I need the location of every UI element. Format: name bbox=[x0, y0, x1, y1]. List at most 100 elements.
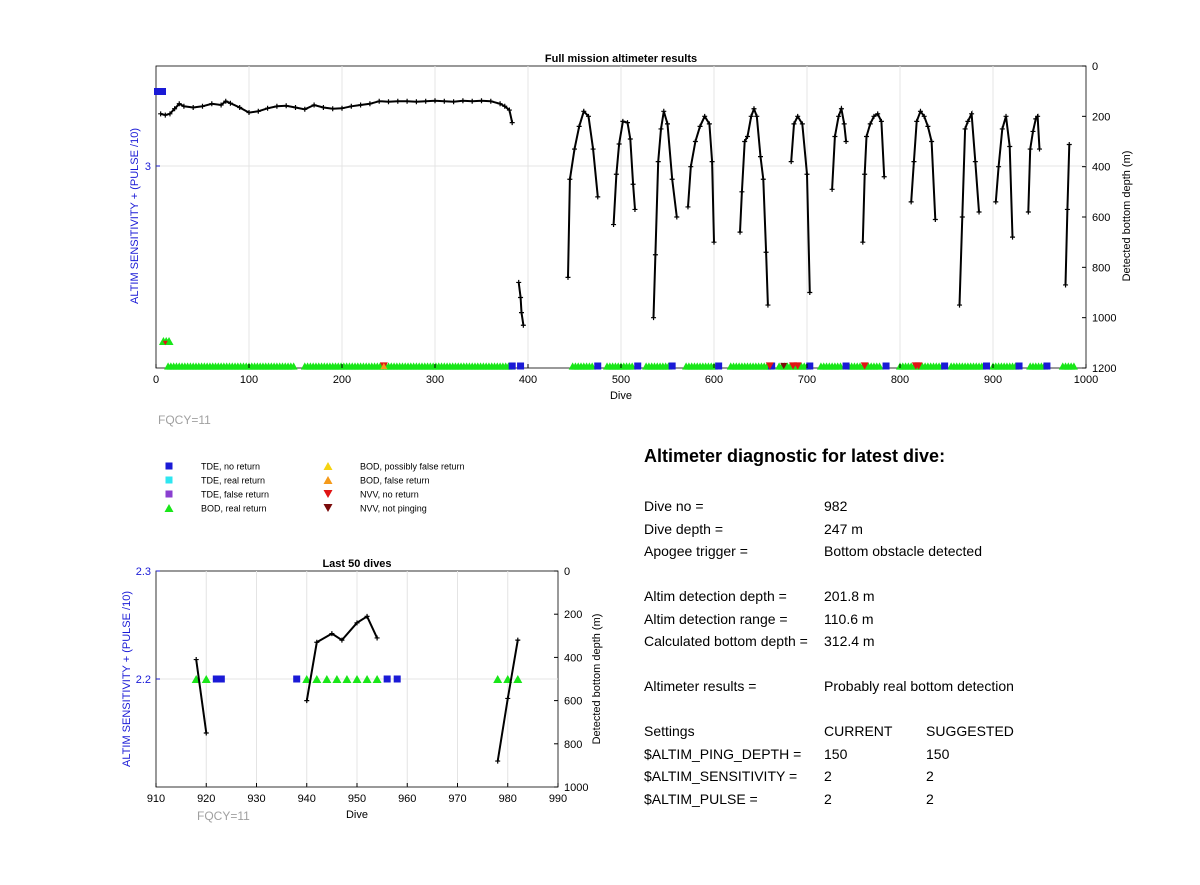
depth-point bbox=[265, 105, 271, 111]
depth-series-line bbox=[790, 114, 811, 293]
depth-point bbox=[364, 613, 370, 619]
depth-point bbox=[1010, 234, 1016, 240]
right-y-tick-label: 800 bbox=[1092, 262, 1110, 274]
depth-point bbox=[255, 108, 261, 114]
depth-series-line bbox=[910, 109, 937, 220]
legend-marker-triangle bbox=[323, 503, 333, 513]
depth-point bbox=[386, 99, 391, 105]
depth-point bbox=[929, 139, 935, 144]
depth-point bbox=[697, 123, 703, 129]
legend-label: TDE, false return bbox=[201, 490, 269, 500]
nvv-no-return-marker bbox=[162, 340, 168, 346]
depth-point bbox=[791, 121, 797, 127]
depth-point bbox=[329, 631, 335, 637]
right-y-tick-label: 200 bbox=[564, 609, 582, 621]
x-tick-label: 950 bbox=[348, 793, 366, 805]
depth-point bbox=[209, 101, 215, 107]
depth-point bbox=[1037, 146, 1042, 152]
setting-row: $ALTIM_PULSE = 2 2 bbox=[644, 788, 1184, 811]
depth-series-line bbox=[1027, 113, 1041, 213]
x-tick-label: 970 bbox=[448, 793, 466, 805]
tde-no-return-marker bbox=[594, 362, 602, 370]
setting-row: $ALTIM_SENSITIVITY = 2 2 bbox=[644, 765, 1184, 788]
tde-no-return-marker bbox=[715, 362, 723, 370]
depth-point bbox=[804, 171, 810, 177]
tde-no-return-marker bbox=[1015, 362, 1023, 370]
depth-point bbox=[518, 295, 524, 301]
tde-no-return-marker bbox=[508, 362, 516, 370]
depth-point bbox=[799, 121, 805, 127]
settings-header-name: Settings bbox=[644, 723, 695, 739]
depth-point bbox=[469, 98, 475, 104]
depth-point bbox=[227, 100, 233, 106]
bottom-chart: 910 920 930 940 950 960 970 980 990 2.2 2.3 0 200 40… bbox=[121, 558, 603, 823]
bottom-xticks: 910 920 930 940 950 960 970 980 990 bbox=[147, 783, 567, 805]
setting-row: $ALTIM_PING_DEPTH = 150 150 bbox=[644, 743, 1184, 766]
depth-point bbox=[829, 186, 835, 192]
depth-point bbox=[311, 102, 317, 108]
left-y-tick-label: 2.2 bbox=[136, 674, 151, 686]
depth-point bbox=[167, 111, 173, 117]
settings-header-suggested: SUGGESTED bbox=[926, 723, 1014, 739]
dive-depth-row: Dive depth = 247 m bbox=[644, 518, 1184, 541]
depth-point bbox=[283, 103, 289, 109]
x-tick-label: 0 bbox=[153, 374, 159, 386]
depth-point bbox=[572, 146, 577, 152]
depth-point bbox=[742, 139, 748, 144]
depth-point bbox=[925, 123, 931, 129]
right-y-tick-label: 200 bbox=[1092, 111, 1110, 123]
legend-marker-triangle bbox=[323, 489, 333, 499]
depth-point bbox=[969, 111, 975, 117]
bod-real-return-marker bbox=[302, 674, 312, 684]
depth-point bbox=[181, 103, 187, 109]
right-y-tick-label: 1000 bbox=[1092, 313, 1116, 325]
legend-label: TDE, no return bbox=[201, 462, 260, 472]
depth-point bbox=[354, 620, 360, 626]
diagnostic-title: Altimeter diagnostic for latest dive: bbox=[644, 446, 946, 466]
depth-point bbox=[358, 102, 364, 108]
x-tick-label: 900 bbox=[984, 374, 1002, 386]
depth-point bbox=[841, 121, 847, 127]
depth-series-line bbox=[567, 109, 599, 278]
altim-depth-row: Altim detection depth = 201.8 m bbox=[644, 585, 1184, 608]
depth-point bbox=[914, 118, 920, 124]
depth-point bbox=[502, 103, 508, 109]
depth-point bbox=[304, 698, 310, 704]
setting-name: $ALTIM_PING_DEPTH = bbox=[644, 745, 802, 762]
depth-point bbox=[176, 101, 182, 107]
tde-no-return-marker bbox=[212, 675, 220, 683]
depth-series-line bbox=[687, 114, 715, 243]
bod-real-return-marker bbox=[1069, 362, 1078, 370]
bod-real-return-marker bbox=[352, 674, 362, 684]
depth-point bbox=[1027, 146, 1033, 152]
top-chart-title: Full mission altimeter results bbox=[545, 53, 697, 65]
depth-point bbox=[193, 657, 199, 663]
depth-point bbox=[957, 302, 963, 308]
depth-point bbox=[658, 126, 664, 132]
depth-point bbox=[509, 120, 515, 126]
top-xlabel: Dive bbox=[610, 390, 632, 402]
depth-point bbox=[959, 214, 965, 220]
depth-point bbox=[688, 164, 694, 170]
depth-point bbox=[763, 249, 769, 255]
bod-real-return-marker bbox=[628, 362, 637, 370]
depth-point bbox=[488, 98, 494, 104]
legend-label: TDE, real return bbox=[201, 476, 265, 486]
settings-header-row: Settings CURRENT SUGGESTED bbox=[644, 720, 1184, 743]
calc-depth-value: 312.4 m bbox=[824, 633, 875, 649]
top-fqcy: FQCY=11 bbox=[158, 413, 211, 427]
depth-point bbox=[962, 126, 968, 132]
top-left-ylabel: ALTIM SENSITIVITY + (PULSE /10) bbox=[129, 128, 141, 304]
depth-point bbox=[1064, 206, 1070, 212]
tde-no-return-marker bbox=[882, 362, 890, 370]
top-xticks: 0 100 200 300 400 500 600 700 800 900 1000 bbox=[153, 364, 1098, 386]
legend: TDE, no return TDE, real return TDE, false… bbox=[164, 462, 465, 514]
depth-series-line bbox=[652, 111, 678, 318]
tde-no-return-marker bbox=[393, 675, 401, 683]
x-tick-label: 1000 bbox=[1074, 374, 1098, 386]
depth-point bbox=[932, 217, 938, 223]
depth-point bbox=[223, 98, 229, 104]
depth-point bbox=[585, 113, 591, 119]
depth-point bbox=[706, 121, 712, 127]
